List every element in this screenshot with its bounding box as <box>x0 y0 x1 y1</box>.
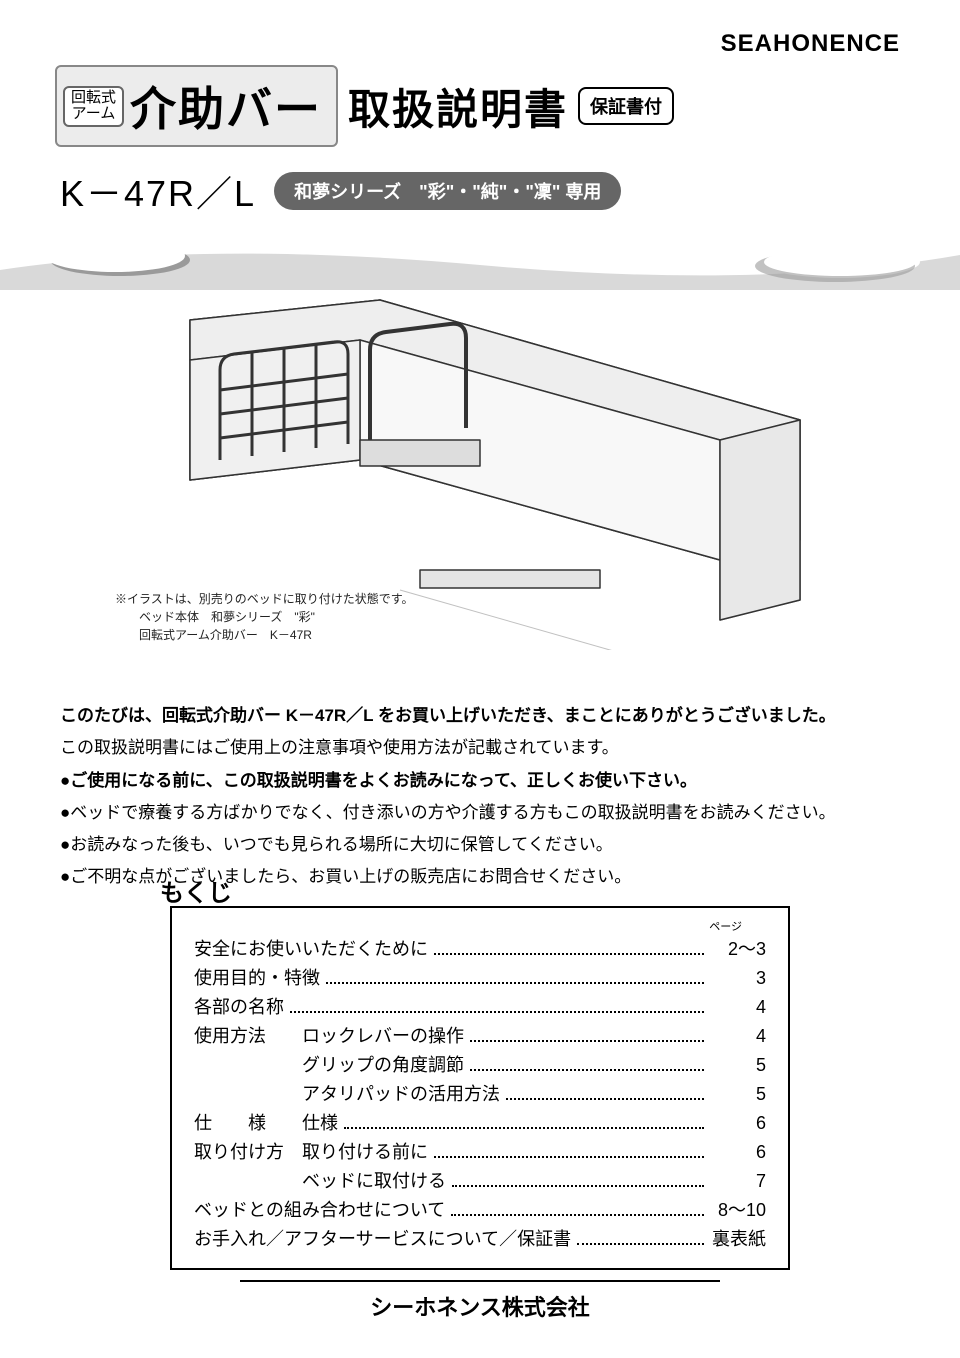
toc-row: 各部の名称 4 <box>194 993 766 1019</box>
toc-dots <box>451 1214 704 1216</box>
toc-label: 使用方法 <box>194 1022 298 1048</box>
intro-block: このたびは、回転式介助バー K－47R／L をお買い上げいただき、まことにありが… <box>60 700 900 894</box>
toc-page: 5 <box>710 1084 766 1105</box>
company-footer: シーホネンス株式会社 <box>0 1280 960 1322</box>
caption-l2: ベッド本体 和夢シリーズ "彩" <box>115 608 414 626</box>
toc-row: お手入れ／アフターサービスについて／保証書 裏表紙 <box>194 1225 766 1251</box>
toc-label: お手入れ／アフターサービスについて／保証書 <box>194 1225 571 1251</box>
intro-desc: この取扱説明書にはご使用上の注意事項や使用方法が記載されています。 <box>60 732 900 764</box>
toc-sublabel: ロックレバーの操作 <box>302 1022 464 1048</box>
toc-page: 裏表紙 <box>710 1225 766 1251</box>
toc-dots <box>434 1156 704 1158</box>
intro-b2: ●ベッドで療養する方ばかりでなく、付き添いの方や介護する方もこの取扱説明書をお読… <box>60 797 900 829</box>
toc-row: 使用方法ロックレバーの操作 4 <box>194 1022 766 1048</box>
prefix-l2: アーム <box>71 106 116 123</box>
toc-dots <box>326 982 704 984</box>
toc-page: 4 <box>710 1026 766 1047</box>
product-name: 介助バー <box>130 73 322 139</box>
model-row: K－47R／L 和夢シリーズ "彩"・"純"・"凜" 専用 <box>60 165 900 228</box>
toc-sublabel: 取り付ける前に <box>302 1138 428 1164</box>
toc-dots <box>470 1069 704 1071</box>
model-number: K－47R／L <box>60 165 256 217</box>
toc-dots <box>452 1185 704 1187</box>
toc-page: 3 <box>710 968 766 989</box>
toc-row: 仕 様仕様 6 <box>194 1109 766 1135</box>
illustration-caption: ※イラストは、別売りのベッドに取り付けた状態です。 ベッド本体 和夢シリーズ "… <box>115 590 414 644</box>
warranty-badge: 保証書付 <box>578 87 674 125</box>
toc-page: 6 <box>710 1113 766 1134</box>
toc-dots <box>506 1098 704 1100</box>
toc-row: グリップの角度調節 5 <box>194 1051 766 1077</box>
toc-page: 5 <box>710 1055 766 1076</box>
toc-label: 使用目的・特徴 <box>194 964 320 990</box>
brand-logo: SEAHONENCE <box>721 30 900 58</box>
intro-b1: ●ご使用になる前に、この取扱説明書をよくお読みになって、正しくお使い下さい。 <box>60 765 900 797</box>
caption-l1: ※イラストは、別売りのベッドに取り付けた状態です。 <box>115 592 414 606</box>
toc-label: ベッドとの組み合わせについて <box>194 1196 445 1222</box>
toc-page: 7 <box>710 1171 766 1192</box>
toc-sublabel: アタリパッドの活用方法 <box>302 1080 500 1106</box>
toc-dots <box>470 1040 704 1042</box>
toc-dots <box>344 1127 704 1129</box>
company-name: シーホネンス株式会社 <box>240 1280 720 1322</box>
title-row: 回転式 アーム 介助バー 取扱説明書 保証書付 <box>55 65 905 147</box>
product-label: 回転式 アーム 介助バー <box>55 65 338 147</box>
series-pill: 和夢シリーズ "彩"・"純"・"凜" 専用 <box>274 172 621 210</box>
toc-label: 安全にお使いいただくために <box>194 935 428 961</box>
prefix-l1: 回転式 <box>71 90 116 107</box>
toc-row: アタリパッドの活用方法 5 <box>194 1080 766 1106</box>
wave-decoration <box>0 220 960 300</box>
toc-title: もくじ <box>160 873 232 908</box>
toc-page: 6 <box>710 1142 766 1163</box>
product-prefix: 回転式 アーム <box>63 86 124 127</box>
toc-row: 安全にお使いいただくために 2～3 <box>194 935 766 961</box>
intro-thanks: このたびは、回転式介助バー K－47R／L をお買い上げいただき、まことにありが… <box>60 700 900 732</box>
toc-label: 取り付け方 <box>194 1138 298 1164</box>
toc-box: ページ 安全にお使いいただくために2～3使用目的・特徴3各部の名称4使用方法ロッ… <box>170 906 790 1270</box>
toc-page: 2～3 <box>710 935 766 961</box>
toc-label: 各部の名称 <box>194 993 284 1019</box>
toc-dots <box>434 953 704 955</box>
toc-label: 仕 様 <box>194 1109 298 1135</box>
toc-dots <box>290 1011 704 1013</box>
caption-l3: 回転式アーム介助バー K－47R <box>115 626 414 644</box>
toc-page: 4 <box>710 997 766 1018</box>
toc-dots <box>577 1243 704 1245</box>
toc-row: ベッドとの組み合わせについて 8～10 <box>194 1196 766 1222</box>
document-title: 取扱説明書 <box>348 76 568 137</box>
toc-row: 取り付け方取り付ける前に 6 <box>194 1138 766 1164</box>
toc-row: ベッドに取付ける 7 <box>194 1167 766 1193</box>
toc-page-header: ページ <box>194 918 766 934</box>
toc-sublabel: 仕様 <box>302 1109 338 1135</box>
toc-sublabel: ベッドに取付ける <box>302 1167 446 1193</box>
toc-sublabel: グリップの角度調節 <box>302 1051 464 1077</box>
intro-b3: ●お読みなった後も、いつでも見られる場所に大切に保管してください。 <box>60 829 900 861</box>
toc-row: 使用目的・特徴 3 <box>194 964 766 990</box>
toc-page: 8～10 <box>710 1196 766 1222</box>
